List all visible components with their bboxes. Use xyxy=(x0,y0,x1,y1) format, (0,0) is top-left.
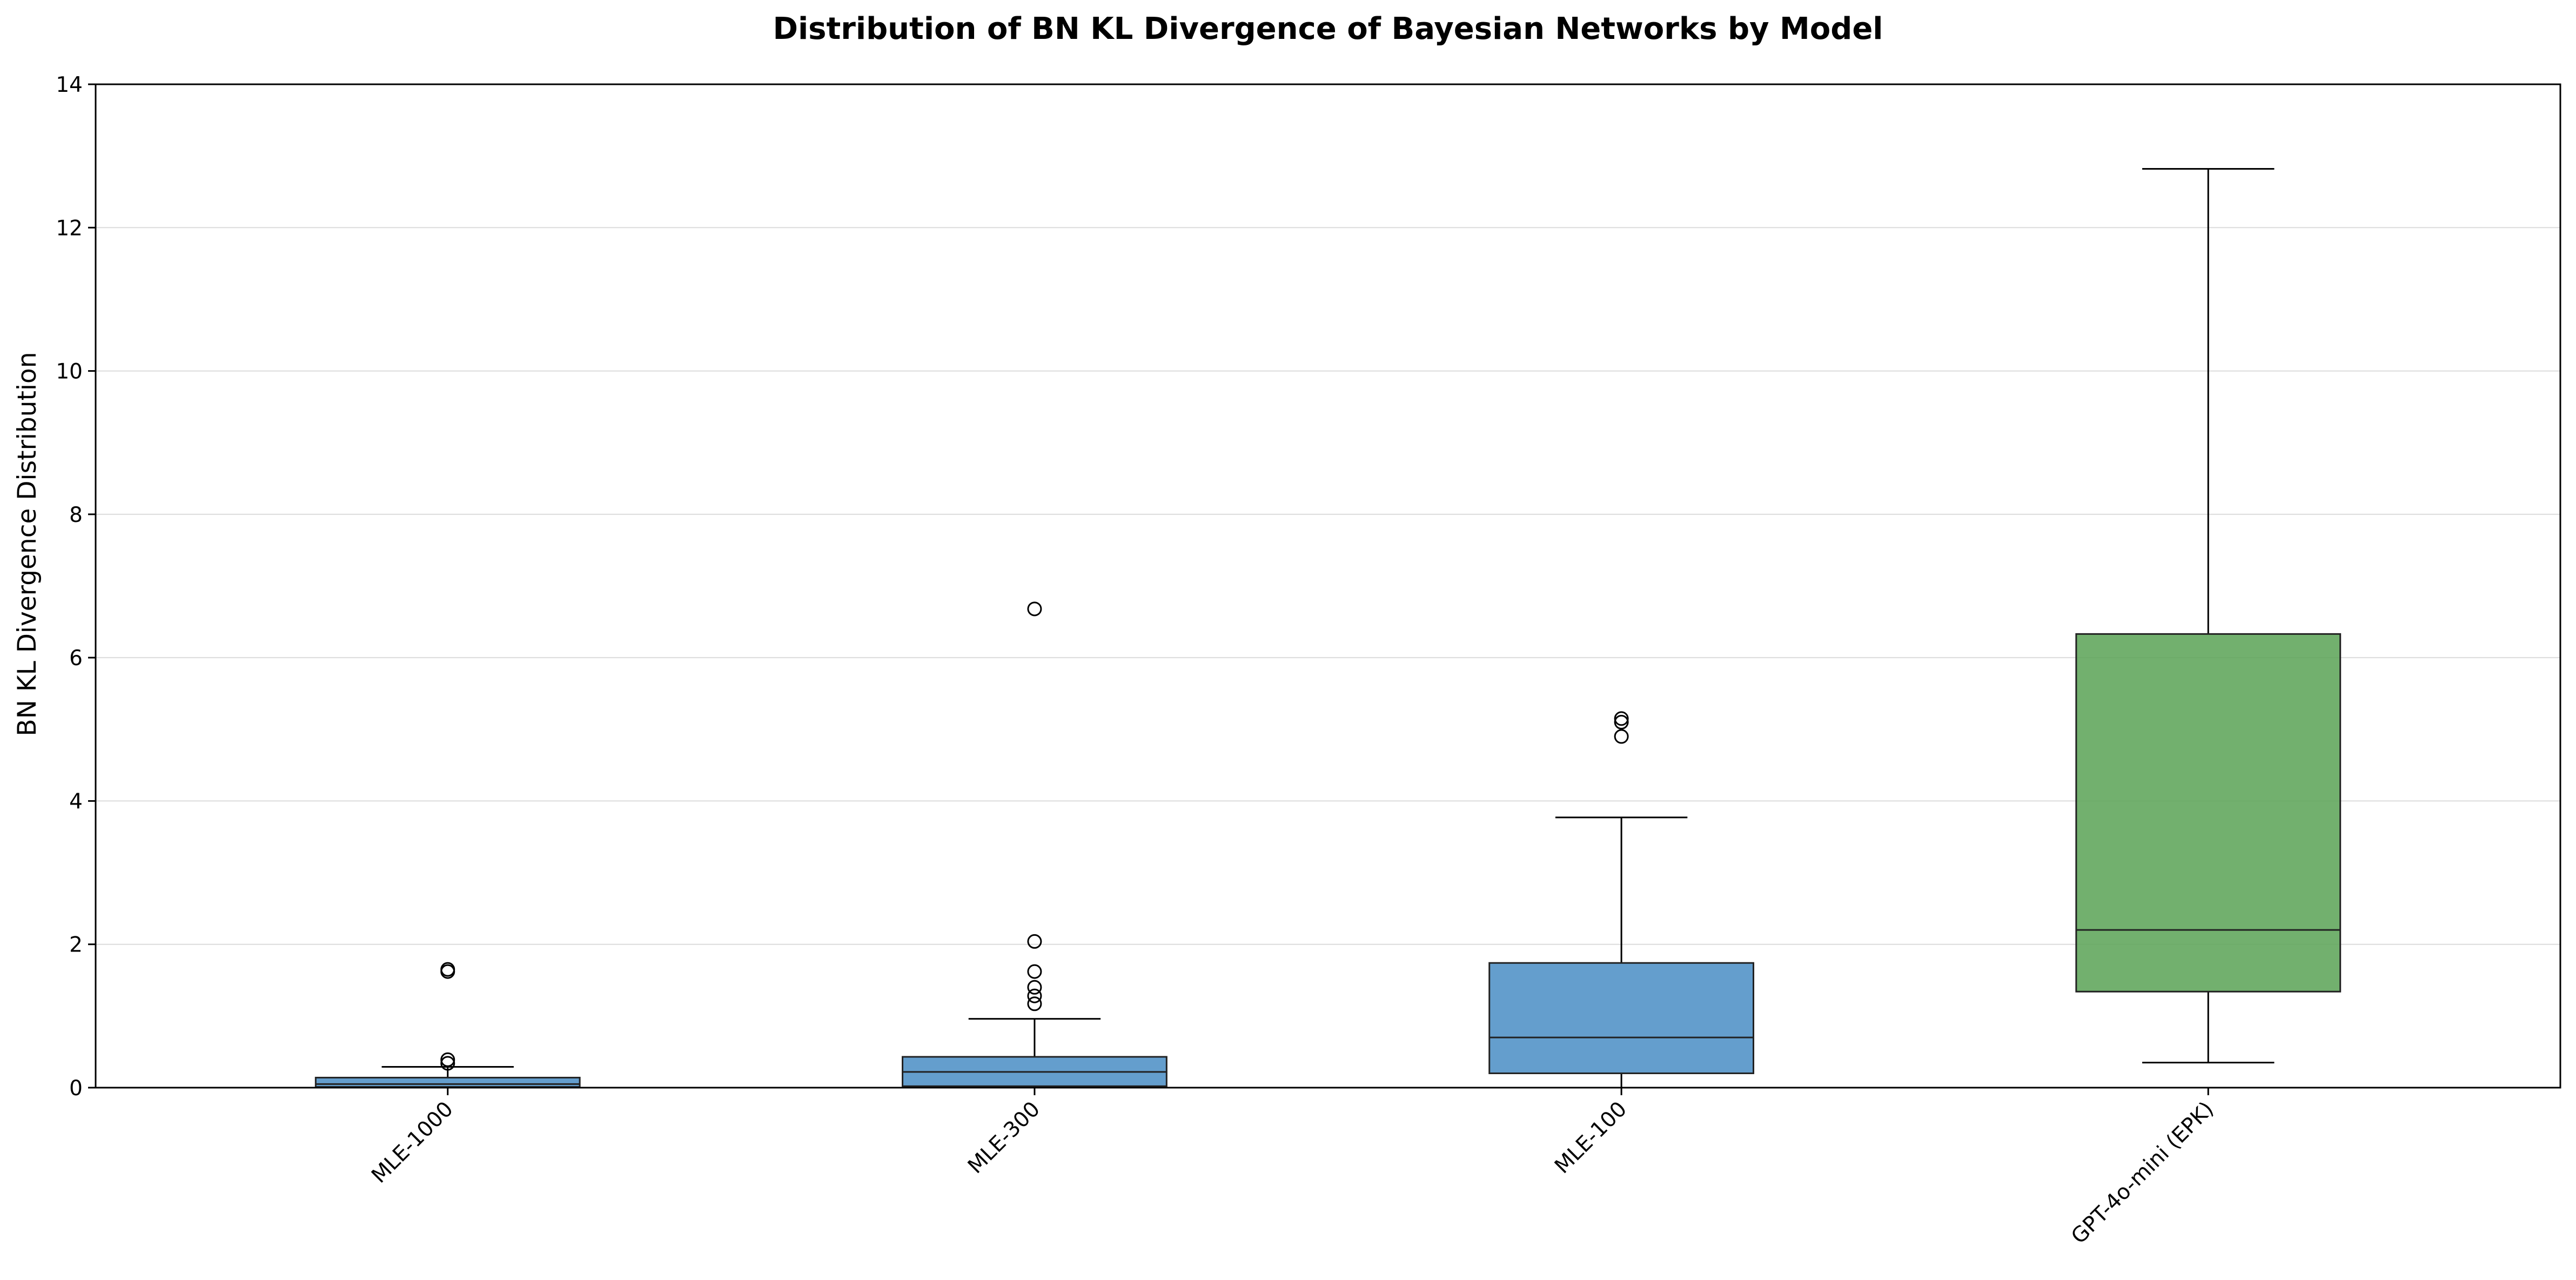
x-tick-label: MLE-300 xyxy=(963,1097,1045,1178)
x-axis-ticks: MLE-1000 MLE-300 MLE-100 GPT-4o-mini (EPK) xyxy=(367,1088,2218,1249)
box-mle-100 xyxy=(1488,711,1754,1089)
x-tick-label: MLE-100 xyxy=(1550,1097,1632,1178)
box-mle-300 xyxy=(902,601,1168,1089)
chart-title: Distribution of BN KL Divergence of Baye… xyxy=(773,11,1883,46)
y-tick-label: 4 xyxy=(69,789,83,814)
y-axis-label: BN KL Divergence Distribution xyxy=(12,352,42,736)
outlier-point xyxy=(1614,711,1629,726)
outlier-point xyxy=(1614,729,1629,744)
iqr-box xyxy=(314,1076,581,1088)
outlier-point xyxy=(1614,715,1629,730)
box-mle-1000 xyxy=(314,962,581,1089)
boxes xyxy=(314,168,2342,1089)
outlier-point xyxy=(1027,964,1042,979)
outlier-point xyxy=(440,962,455,977)
y-axis-ticks: 0 2 4 6 8 10 12 14 xyxy=(56,73,96,1101)
outlier-point xyxy=(440,1052,455,1067)
outlier-point xyxy=(1027,996,1042,1011)
iqr-box xyxy=(1488,962,1754,1074)
y-tick-label: 2 xyxy=(69,933,83,957)
outlier-point xyxy=(440,1056,455,1071)
outlier-point xyxy=(1027,601,1042,616)
y-tick-label: 0 xyxy=(69,1076,83,1101)
outlier-point xyxy=(1027,988,1042,1003)
y-tick-label: 8 xyxy=(69,503,83,527)
y-tick-label: 6 xyxy=(69,646,83,671)
x-tick-label: GPT-4o-mini (EPK) xyxy=(2067,1097,2218,1249)
y-tick-label: 14 xyxy=(56,73,83,97)
outlier-point xyxy=(1027,934,1042,949)
box-gpt-4o-mini-epk xyxy=(2075,168,2342,1064)
outlier-point xyxy=(1027,980,1042,995)
y-tick-label: 10 xyxy=(56,360,83,384)
iqr-box xyxy=(2075,633,2342,993)
plot-area-frame xyxy=(95,83,2561,1089)
x-tick-label: MLE-1000 xyxy=(367,1097,458,1188)
y-tick-label: 12 xyxy=(56,216,83,240)
